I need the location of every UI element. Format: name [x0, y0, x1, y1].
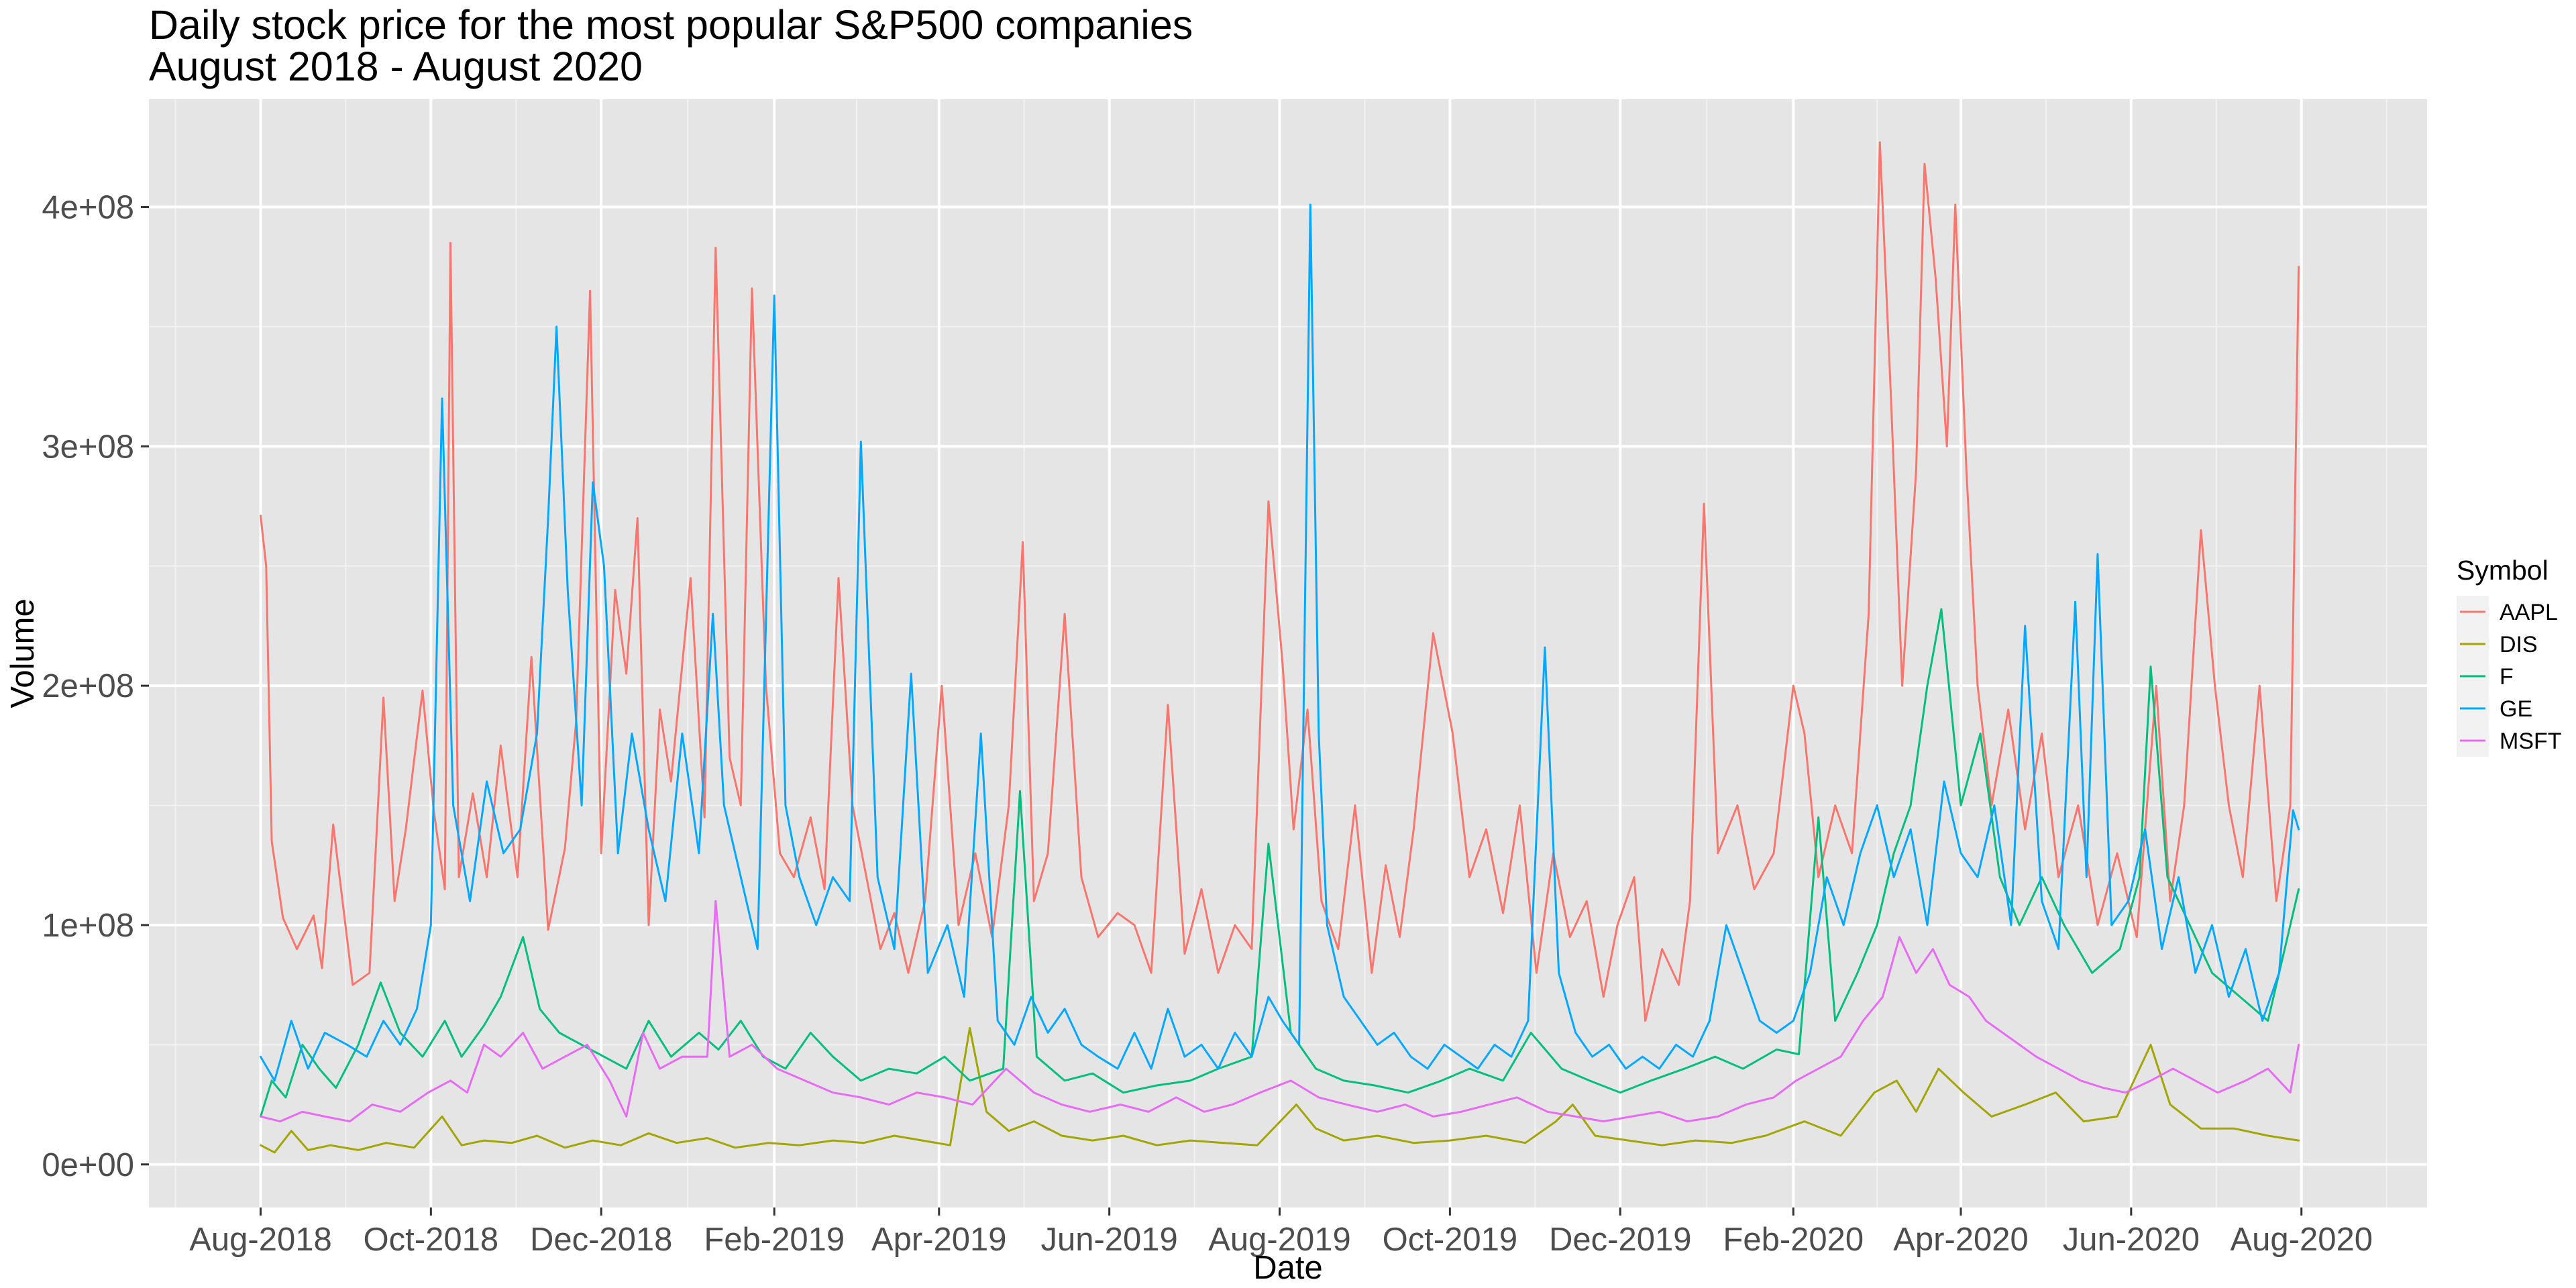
series-line-msft — [260, 900, 2300, 1123]
legend-items: AAPL DIS F GE MSFT — [2457, 596, 2562, 757]
chart-subtitle: August 2018 - August 2020 — [149, 44, 643, 89]
x-tick-label: Dec-2018 — [530, 1222, 672, 1258]
y-tick-label: 2e+08 — [42, 668, 134, 704]
x-axis-title: Date — [1253, 1250, 1323, 1286]
x-tick-label: Oct-2018 — [364, 1222, 499, 1258]
series-line-aapl — [260, 141, 2300, 1022]
legend-label-ge: GE — [2500, 696, 2532, 722]
series-layer — [260, 141, 2300, 1154]
y-tick-label: 3e+08 — [42, 429, 134, 465]
legend-title: Symbol — [2457, 555, 2548, 586]
axis-layer: 0e+00 1e+08 2e+08 3e+08 4e+08 Aug-2018 Oct-201… — [42, 190, 2373, 1258]
x-tick-label: Jun-2019 — [1040, 1222, 1177, 1258]
x-tick-label: Aug-2018 — [189, 1222, 332, 1258]
x-tick-label: Aug-2019 — [1208, 1222, 1351, 1258]
x-tick-label: Feb-2019 — [704, 1222, 845, 1258]
x-tick-label: Dec-2019 — [1549, 1222, 1691, 1258]
chart-title: Daily stock price for the most popular S… — [149, 2, 1193, 48]
plot-panel — [149, 99, 2427, 1208]
y-axis-title: Volume — [5, 598, 41, 708]
legend-label-aapl: AAPL — [2500, 600, 2558, 625]
x-tick-label: Jun-2020 — [2063, 1222, 2200, 1258]
x-tick-label: Apr-2019 — [871, 1222, 1007, 1258]
series-line-dis — [260, 1026, 2300, 1154]
x-tick-label: Oct-2019 — [1383, 1222, 1518, 1258]
legend-label-f: F — [2500, 664, 2514, 690]
legend-label-dis: DIS — [2500, 632, 2538, 657]
y-tick-label: 1e+08 — [42, 908, 134, 944]
y-tick-label: 4e+08 — [42, 190, 134, 226]
legend-label-msft: MSFT — [2500, 729, 2562, 754]
grid-layer — [149, 99, 2427, 1208]
legend: Symbol AAPL DIS F GE MSFT — [2457, 555, 2562, 757]
x-tick-label: Apr-2020 — [1893, 1222, 2029, 1258]
x-tick-label: Feb-2020 — [1723, 1222, 1864, 1258]
y-tick-label: 0e+00 — [42, 1147, 134, 1183]
x-tick-label: Aug-2020 — [2230, 1222, 2373, 1258]
series-line-ge — [260, 203, 2300, 1082]
